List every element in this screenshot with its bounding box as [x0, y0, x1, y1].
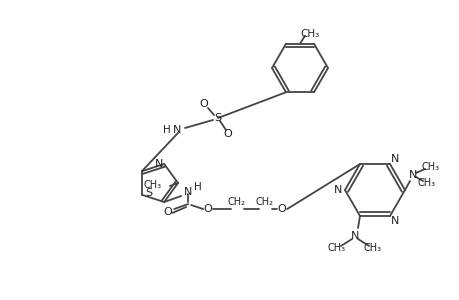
Text: S: S	[214, 113, 221, 123]
Text: N: N	[155, 159, 163, 169]
Text: N: N	[350, 231, 358, 241]
Text: O: O	[203, 204, 212, 214]
Text: CH₃: CH₃	[300, 29, 319, 39]
Text: O: O	[223, 129, 232, 139]
Text: CH₂: CH₂	[227, 197, 245, 207]
Text: CH₃: CH₃	[363, 243, 381, 253]
Text: N: N	[184, 187, 192, 197]
Text: O: O	[163, 207, 172, 217]
Text: CH₂: CH₂	[255, 197, 273, 207]
Text: O: O	[277, 204, 286, 214]
Text: S: S	[145, 188, 152, 198]
Text: CH₃: CH₃	[421, 162, 439, 172]
Text: CH₃: CH₃	[144, 180, 162, 190]
Text: H: H	[163, 125, 170, 135]
Text: N: N	[173, 125, 181, 135]
Text: CH₃: CH₃	[417, 178, 435, 188]
Text: N: N	[333, 185, 341, 195]
Text: CH₃: CH₃	[327, 243, 345, 253]
Text: H: H	[194, 182, 202, 192]
Text: N: N	[390, 216, 398, 226]
Text: N: N	[408, 170, 416, 180]
Text: O: O	[199, 99, 208, 109]
Text: N: N	[390, 154, 398, 164]
